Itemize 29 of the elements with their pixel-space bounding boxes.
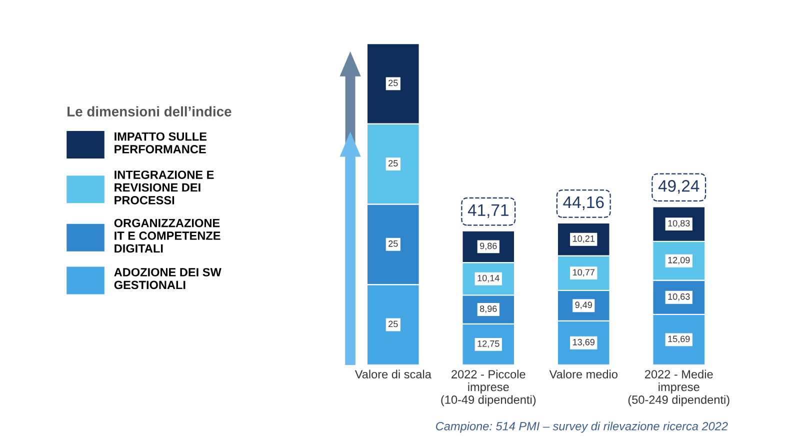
legend-label: ORGANIZZAZIONE IT E COMPETENZE DIGITALI bbox=[114, 218, 220, 253]
x-tick-label: Valore medio bbox=[549, 370, 618, 378]
data-label: 8,96 bbox=[480, 306, 497, 314]
data-label: 25 bbox=[388, 160, 398, 166]
data-label: 10,14 bbox=[478, 274, 500, 282]
data-label: 10,63 bbox=[668, 293, 690, 301]
x-tick-label: 2022 - Medie imprese (50-249 dipendenti) bbox=[628, 370, 730, 406]
data-label: 10,21 bbox=[573, 235, 594, 243]
data-label: 15,69 bbox=[668, 336, 690, 344]
data-label: 25 bbox=[388, 240, 398, 247]
data-label: 9,49 bbox=[575, 302, 592, 310]
data-label: 10,77 bbox=[573, 269, 594, 277]
legend-label: IMPATTO SULLE PERFORMANCE bbox=[114, 132, 207, 154]
x-tick-label: 2022 - Piccole imprese (10-49 dipendenti) bbox=[441, 370, 536, 406]
legend-title: Le dimensioni dell’indice bbox=[68, 106, 232, 116]
data-label: 10,83 bbox=[668, 220, 690, 228]
data-label: 25 bbox=[388, 320, 398, 328]
x-tick-label: Valore di scala bbox=[354, 370, 432, 378]
total-label: 49,24 bbox=[658, 180, 700, 194]
total-label: 44,16 bbox=[563, 196, 604, 210]
data-label: 25 bbox=[388, 80, 398, 86]
data-label: 12,75 bbox=[478, 340, 500, 348]
total-label: 41,71 bbox=[468, 204, 508, 218]
text: Campione: 514 PMI – survey di rilevazione ricerca 2022 bbox=[436, 422, 728, 433]
data-label: 12,09 bbox=[668, 256, 690, 264]
legend-label: ADOZIONE DEI SW GESTIONALI bbox=[114, 268, 222, 290]
data-label: 13,69 bbox=[573, 338, 594, 346]
data-label: 9,86 bbox=[480, 242, 497, 250]
legend-label: INTEGRAZIONE E REVISIONE DEI PROCESSI bbox=[114, 170, 214, 204]
